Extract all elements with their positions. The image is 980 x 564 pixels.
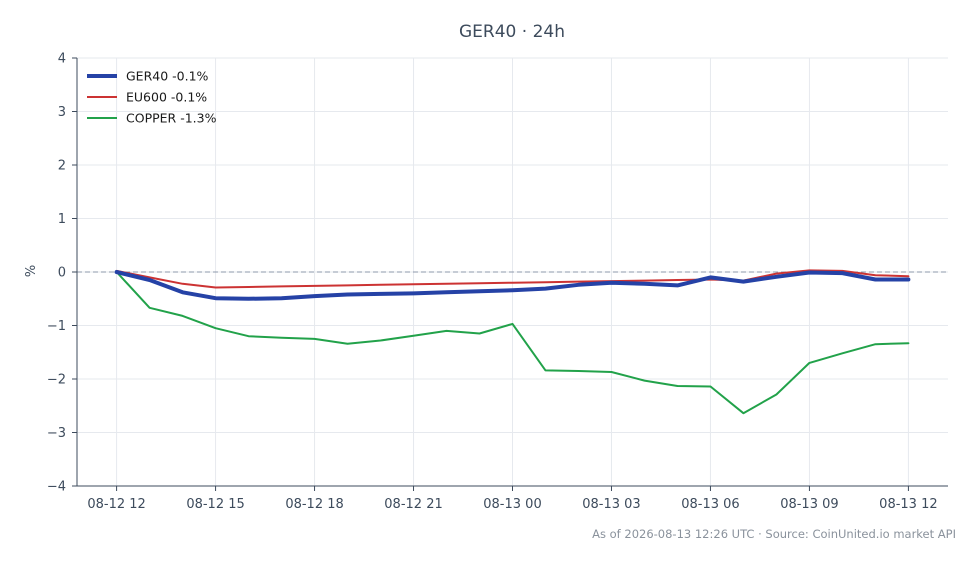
x-tick-label-7: 08-13 09 [780, 497, 838, 512]
x-tick-label-1: 08-12 15 [186, 497, 244, 512]
y-tick-label-7: 3 [58, 105, 66, 120]
y-tick-label-4: 0 [58, 266, 66, 281]
y-tick-label-3: −1 [47, 319, 66, 334]
x-tick-label-8: 08-13 12 [879, 497, 937, 512]
y-tick-label-5: 1 [58, 212, 66, 227]
x-tick-labels: 08-12 12 08-12 15 08-12 18 08-12 21 08-13 00… [87, 486, 938, 512]
y-tick-label-6: 2 [58, 159, 66, 174]
y-tick-label-1: −3 [47, 426, 66, 441]
legend: GER40 -0.1% EU600 -0.1% COPPER -1.3% [87, 69, 217, 126]
chart-title: GER40 · 24h [459, 22, 565, 42]
source-footer: As of 2026-08-13 12:26 UTC · Source: Coi… [592, 527, 956, 541]
y-tick-labels: −4 −3 −2 −1 0 1 2 3 4 [47, 52, 77, 495]
x-tick-label-2: 08-12 18 [285, 497, 343, 512]
y-tick-label-2: −2 [47, 373, 66, 388]
x-tick-label-3: 08-12 21 [384, 497, 442, 512]
legend-label-2: COPPER -1.3% [126, 111, 217, 126]
x-tick-label-5: 08-13 03 [582, 497, 640, 512]
x-tick-label-0: 08-12 12 [87, 497, 145, 512]
y-tick-label-8: 4 [58, 52, 66, 67]
x-tick-label-4: 08-13 00 [483, 497, 541, 512]
y-axis-label: % [24, 265, 39, 277]
series-line-0 [114, 270, 911, 301]
legend-label-1: EU600 -0.1% [126, 90, 207, 105]
y-tick-label-0: −4 [47, 480, 66, 495]
legend-label-0: GER40 -0.1% [126, 69, 209, 84]
series-line-1 [115, 269, 910, 289]
x-tick-label-6: 08-13 06 [681, 497, 739, 512]
series-lines [114, 269, 911, 415]
series-line-2 [115, 271, 910, 415]
